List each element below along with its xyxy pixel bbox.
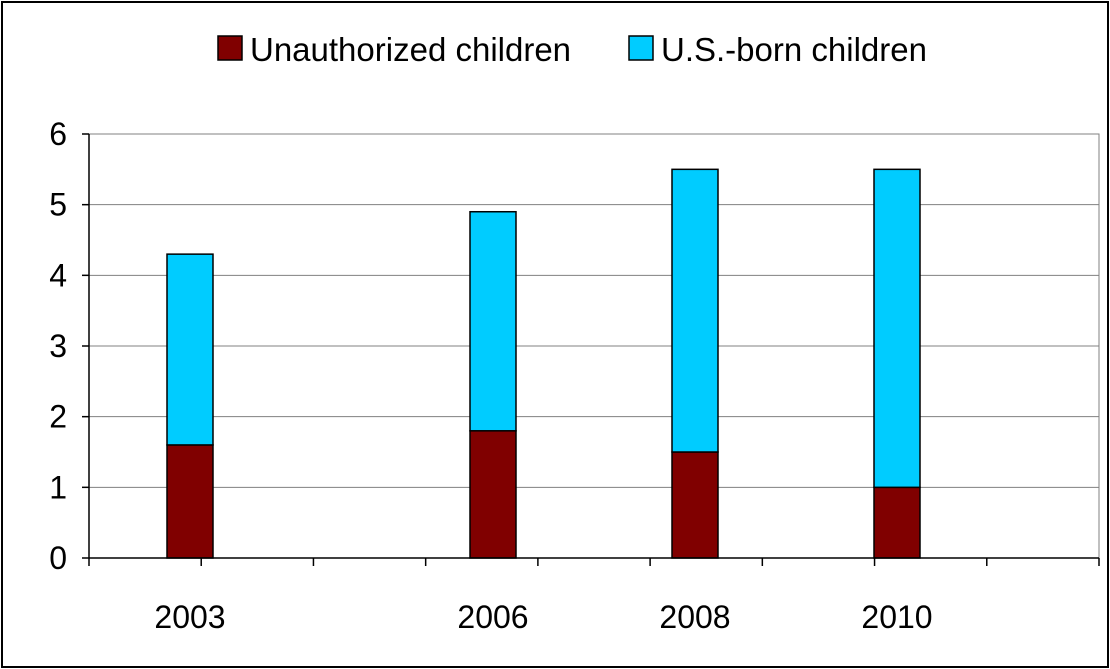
legend-swatch-us-born bbox=[628, 35, 654, 61]
y-tick-label: 6 bbox=[49, 116, 67, 152]
legend: Unauthorized children U.S.-born children bbox=[217, 31, 927, 68]
y-tick-label: 1 bbox=[49, 469, 67, 505]
bar-us-born-2010 bbox=[873, 168, 921, 489]
y-axis: 0 1 2 3 4 5 6 bbox=[49, 116, 89, 576]
bar-unauthorized-2010 bbox=[873, 486, 921, 559]
x-tick-label: 2006 bbox=[457, 599, 528, 635]
legend-swatch-unauthorized bbox=[217, 35, 243, 61]
x-axis: 2003 2006 2008 2010 bbox=[88, 558, 1100, 635]
legend-label-us-born: U.S.-born children bbox=[661, 31, 927, 68]
bar-unauthorized-2006 bbox=[469, 430, 517, 559]
legend-label-unauthorized: Unauthorized children bbox=[250, 31, 571, 68]
y-tick-label: 2 bbox=[49, 399, 67, 435]
y-tick-label: 3 bbox=[49, 328, 67, 364]
gridlines bbox=[89, 133, 1099, 488]
y-tick-label: 4 bbox=[49, 257, 67, 293]
bar-unauthorized-2003 bbox=[166, 444, 214, 559]
x-tick-label: 2008 bbox=[659, 599, 730, 635]
x-tick-label: 2010 bbox=[861, 599, 932, 635]
bar-unauthorized-2008 bbox=[671, 451, 719, 559]
bars bbox=[166, 168, 921, 559]
y-tick-label: 0 bbox=[49, 540, 67, 576]
bar-us-born-2003 bbox=[166, 253, 214, 446]
bar-us-born-2008 bbox=[671, 168, 719, 453]
x-tick-label: 2003 bbox=[154, 599, 225, 635]
y-tick-label: 5 bbox=[49, 187, 67, 223]
bar-us-born-2006 bbox=[469, 210, 517, 432]
